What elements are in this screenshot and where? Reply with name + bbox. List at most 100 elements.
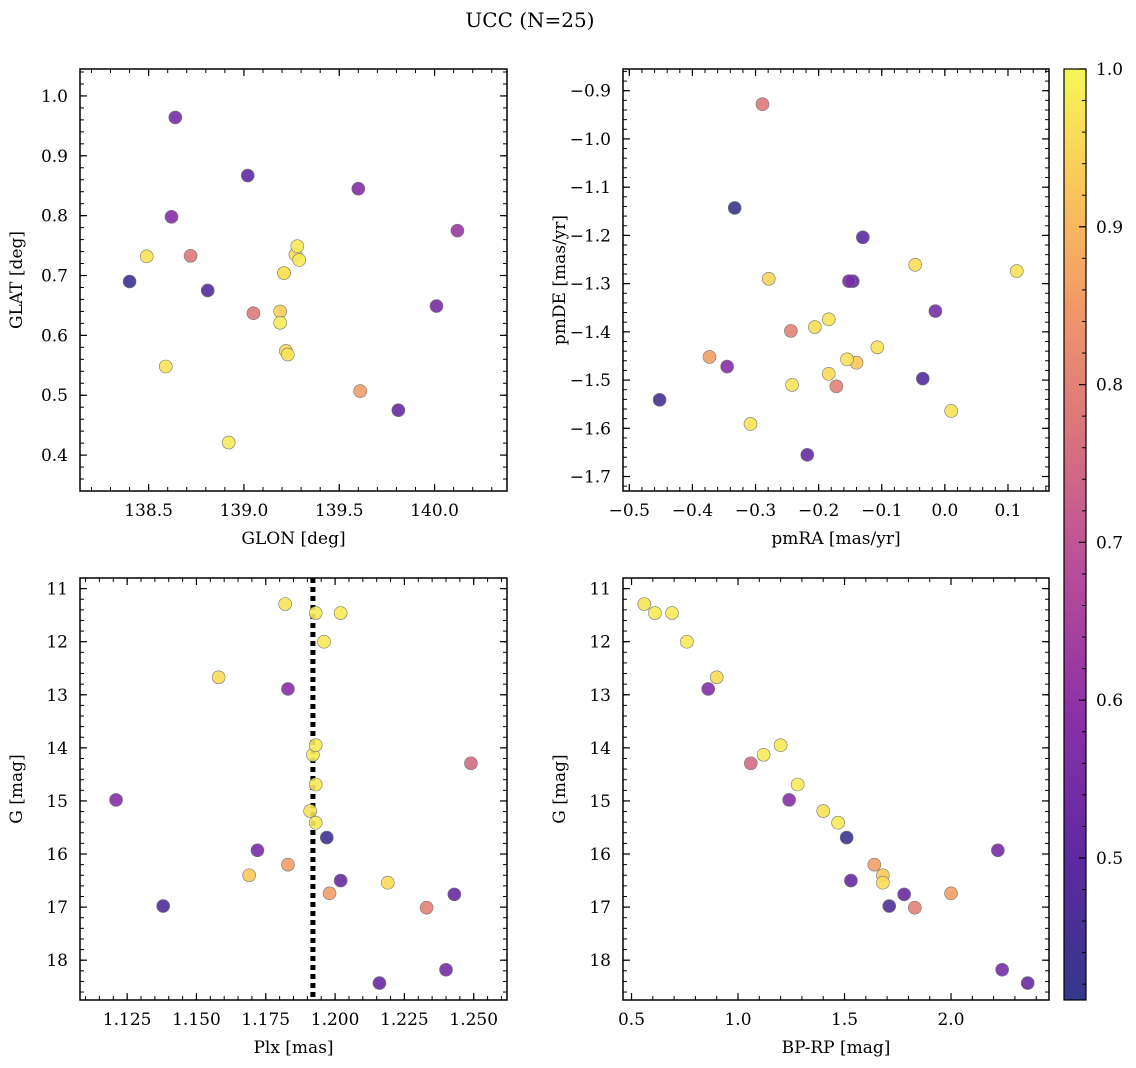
data-point xyxy=(908,900,922,915)
y-tick-label: 12 xyxy=(46,633,68,653)
x-tick-label: −0.2 xyxy=(798,501,839,521)
data-point xyxy=(897,887,911,902)
data-point xyxy=(743,417,758,431)
data-point xyxy=(743,756,758,771)
data-point xyxy=(308,606,323,620)
panel-plx-g: 1.125 1.150 1.175 1.200 1.225 1.250 11 12 13 14 15… xyxy=(7,577,508,1058)
data-point xyxy=(991,843,1005,858)
x-tick-label: −0.3 xyxy=(735,501,776,521)
data-point xyxy=(1020,976,1035,990)
x-axis-label: GLON [deg] xyxy=(241,529,345,549)
data-point xyxy=(876,875,890,890)
data-point xyxy=(840,352,854,367)
data-point xyxy=(168,110,183,125)
colorbar-tick-label: 0.6 xyxy=(1096,691,1123,711)
y-tick-label: −1.3 xyxy=(570,275,611,295)
data-point xyxy=(250,843,265,858)
x-tick-label: 1.175 xyxy=(241,1010,290,1030)
colorbar-frame xyxy=(1063,68,1087,1001)
data-point xyxy=(464,756,478,771)
x-tick-label: 0.0 xyxy=(931,501,958,521)
y-tick-label: −1.5 xyxy=(570,371,611,391)
y-tick-label: 12 xyxy=(589,633,611,653)
data-point xyxy=(665,606,679,620)
y-tick-label: 0.8 xyxy=(41,207,68,227)
x-tick-label: 1.200 xyxy=(311,1010,360,1030)
plot-frame xyxy=(622,68,1050,492)
y-axis-label: G [mag] xyxy=(7,754,27,823)
data-point xyxy=(240,168,255,183)
data-point xyxy=(351,181,366,196)
data-point xyxy=(139,249,154,264)
data-point xyxy=(317,634,331,649)
data-point xyxy=(821,312,836,327)
data-point xyxy=(319,830,334,845)
y-tick-label: 15 xyxy=(46,792,68,812)
data-point xyxy=(784,324,798,338)
data-point xyxy=(183,248,198,263)
y-tick-label: 13 xyxy=(46,686,68,706)
data-point xyxy=(800,448,815,462)
data-point xyxy=(122,274,137,289)
data-point xyxy=(292,253,307,267)
data-point xyxy=(308,777,323,792)
data-point xyxy=(281,682,295,696)
data-point xyxy=(221,435,236,450)
x-tick-label: 1.250 xyxy=(449,1010,498,1030)
y-tick-label: 13 xyxy=(589,686,611,706)
data-point xyxy=(785,378,799,392)
data-point xyxy=(322,886,337,901)
y-tick-label: 0.6 xyxy=(41,326,68,346)
y-tick-label: 0.7 xyxy=(41,267,68,287)
data-point xyxy=(308,815,323,830)
data-point xyxy=(333,606,348,620)
data-point xyxy=(839,830,854,845)
x-tick-label: 0.1 xyxy=(994,501,1021,521)
data-point xyxy=(680,634,694,649)
data-point xyxy=(842,274,856,289)
data-point xyxy=(164,210,179,224)
data-point xyxy=(447,887,462,902)
plot-frame xyxy=(622,577,1050,1001)
figure-title: UCC (N=25) xyxy=(465,8,594,32)
x-tick-label: 2.0 xyxy=(937,1010,964,1030)
data-point xyxy=(761,271,776,286)
y-tick-label: 11 xyxy=(46,580,68,600)
data-point xyxy=(944,886,958,901)
data-point xyxy=(856,230,870,245)
data-point xyxy=(158,359,173,374)
data-point xyxy=(928,304,943,318)
data-point xyxy=(816,804,831,818)
data-point xyxy=(372,976,387,990)
data-point xyxy=(303,804,317,818)
y-tick-label: −1.2 xyxy=(570,226,611,246)
data-point xyxy=(246,306,261,321)
data-point xyxy=(156,899,170,913)
colorbar-tick-label: 0.5 xyxy=(1096,849,1123,869)
colorbar-gradient xyxy=(1064,69,1086,1000)
x-tick-label: 1.0 xyxy=(724,1010,751,1030)
data-point xyxy=(867,857,882,872)
x-tick-label: 139.0 xyxy=(220,501,269,521)
data-point xyxy=(211,670,226,685)
colorbar-tick-label: 0.7 xyxy=(1096,533,1123,553)
data-point xyxy=(882,899,897,913)
x-tick-label: 1.5 xyxy=(831,1010,858,1030)
y-tick-label: −1.4 xyxy=(570,323,611,343)
x-axis-label: pmRA [mas/yr] xyxy=(771,529,900,549)
y-tick-label: 16 xyxy=(46,845,68,865)
data-point xyxy=(995,962,1009,977)
y-tick-label: 0.9 xyxy=(41,147,68,167)
y-axis-label: pmDE [mas/yr] xyxy=(550,215,570,345)
y-tick-label: 18 xyxy=(46,951,68,971)
y-tick-label: 0.5 xyxy=(41,386,68,406)
data-point xyxy=(755,97,770,112)
y-tick-label: −1.1 xyxy=(570,178,611,198)
data-point xyxy=(727,201,742,215)
x-tick-label: −0.1 xyxy=(861,501,902,521)
data-point xyxy=(720,359,734,374)
y-axis-label: GLAT [deg] xyxy=(7,231,27,329)
panel-glon-glat: 138.5 139.0 139.5 140.0 0.4 0.5 0.6 0.7 0.8 0.9 1.… xyxy=(7,68,508,549)
data-point xyxy=(773,738,788,753)
y-tick-label: 1.0 xyxy=(41,87,68,107)
